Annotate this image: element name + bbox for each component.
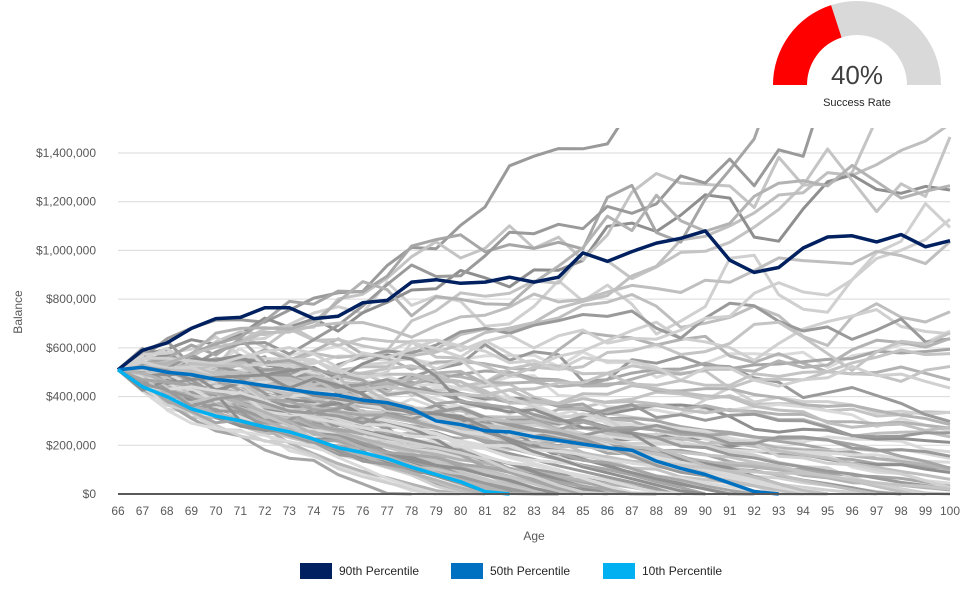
x-tick-label: 81 (478, 504, 492, 518)
x-tick-label: 79 (429, 504, 443, 518)
percentile-line (117, 368, 510, 496)
x-tick-label: 98 (894, 504, 908, 518)
x-tick-label: 84 (552, 504, 566, 518)
simulation-line (117, 353, 828, 496)
simulation-line (117, 368, 559, 496)
y-tick-label: $600,000 (46, 341, 96, 355)
x-tick-label: 75 (332, 504, 346, 518)
x-tick-label: 93 (772, 504, 786, 518)
y-axis-label: Balance (11, 290, 25, 334)
x-tick-label: 88 (650, 504, 664, 518)
y-axis-ticks: $0 $200,000 $400,000 $600,000 $800,000 $1,000… (36, 146, 96, 501)
legend-swatch (603, 563, 635, 579)
x-tick-label: 92 (748, 504, 762, 518)
x-tick-label: 89 (674, 504, 688, 518)
success-rate-gauge: 40% Success Rate (773, 1, 941, 109)
x-tick-label: 74 (307, 504, 321, 518)
gauge-value: 40% (831, 60, 883, 90)
x-tick-label: 95 (821, 504, 835, 518)
x-tick-label: 96 (845, 504, 859, 518)
simulation-line (117, 368, 461, 496)
x-tick-label: 66 (111, 504, 125, 518)
x-tick-label: 76 (356, 504, 370, 518)
legend-label: 50th Percentile (490, 564, 570, 578)
x-tick-label: 68 (160, 504, 174, 518)
y-tick-label: $400,000 (46, 390, 96, 404)
x-tick-label: 67 (136, 504, 150, 518)
simulation-line (117, 128, 620, 372)
x-tick-label: 85 (576, 504, 590, 518)
simulation-line (117, 368, 412, 496)
legend: 90th Percentile 50th Percentile 10th Perce… (300, 563, 722, 579)
y-tick-label: $1,000,000 (36, 243, 96, 257)
simulation-line (117, 368, 437, 496)
x-tick-label: 78 (405, 504, 419, 518)
x-tick-label: 82 (503, 504, 517, 518)
y-tick-label: $800,000 (46, 292, 96, 306)
x-tick-label: 90 (699, 504, 713, 518)
percentile-line (117, 365, 779, 496)
x-tick-label: 70 (209, 504, 223, 518)
simulation-line (117, 360, 951, 390)
simulation-line (117, 218, 951, 379)
legend-label: 90th Percentile (339, 564, 419, 578)
simulation-line (117, 360, 608, 496)
simulation-line (117, 335, 951, 489)
legend-swatch (300, 563, 332, 579)
simulation-line (117, 338, 951, 390)
simulation-line (117, 368, 779, 496)
simulation-line (117, 128, 814, 372)
x-tick-label: 73 (283, 504, 297, 518)
simulation-line (117, 320, 951, 379)
x-tick-label: 77 (380, 504, 394, 518)
simulation-line (117, 240, 951, 372)
x-axis-ticks: 66 67 68 69 70 71 72 73 74 75 76 77 78 79 80 81 82 83 84 85… (111, 504, 960, 518)
x-tick-label: 99 (919, 504, 933, 518)
simulation-line (117, 202, 952, 380)
y-tick-label: $0 (83, 487, 97, 501)
gauge-caption: Success Rate (823, 97, 891, 109)
simulation-line (117, 173, 951, 372)
x-tick-label: 87 (625, 504, 639, 518)
simulation-line (117, 368, 755, 496)
simulation-line (117, 348, 951, 398)
x-tick-label: 97 (870, 504, 884, 518)
y-tick-label: $1,400,000 (36, 146, 96, 160)
x-tick-label: 100 (940, 504, 960, 518)
x-tick-label: 86 (601, 504, 615, 518)
percentile-line (116, 229, 951, 372)
legend-swatch (451, 563, 483, 579)
x-tick-label: 72 (258, 504, 272, 518)
x-tick-label: 69 (185, 504, 199, 518)
simulation-line (117, 368, 657, 496)
x-tick-label: 80 (454, 504, 468, 518)
gauge-fill (773, 5, 842, 86)
y-tick-label: $1,200,000 (36, 195, 96, 209)
percentile-lines (116, 229, 951, 496)
simulation-line (117, 365, 706, 496)
legend-label: 10th Percentile (642, 564, 722, 578)
x-tick-label: 71 (234, 504, 248, 518)
x-tick-label: 94 (796, 504, 810, 518)
x-axis-label: Age (523, 529, 545, 543)
x-tick-label: 83 (527, 504, 541, 518)
y-tick-label: $200,000 (46, 438, 96, 452)
x-tick-label: 91 (723, 504, 737, 518)
simulation-line (117, 128, 760, 372)
